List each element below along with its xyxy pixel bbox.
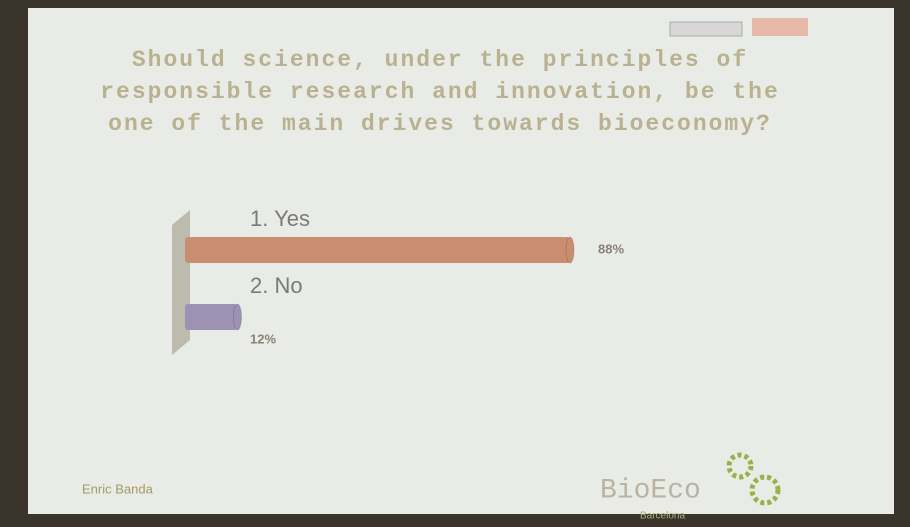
bar-cap bbox=[234, 304, 242, 330]
value-label: 12% bbox=[250, 331, 276, 346]
toolbar-icon bbox=[670, 22, 742, 36]
category-label: 1. Yes bbox=[250, 206, 310, 231]
presenter: Enric Banda bbox=[82, 481, 154, 496]
bar bbox=[185, 237, 570, 263]
chart-wall bbox=[172, 210, 190, 355]
toolbar-icon bbox=[752, 18, 808, 36]
value-label: 88% bbox=[598, 241, 624, 256]
bar bbox=[185, 304, 238, 330]
chart-title: Should science, under the principles of … bbox=[95, 44, 785, 140]
slide-photo: Enric Banda BioEco Barcelona 1. Yes 88% 2.… bbox=[0, 0, 910, 527]
logo: BioEco bbox=[600, 475, 701, 506]
category-label: 2. No bbox=[250, 273, 303, 298]
bar-cap bbox=[566, 237, 574, 263]
logo-subtitle: Barcelona bbox=[640, 511, 685, 522]
